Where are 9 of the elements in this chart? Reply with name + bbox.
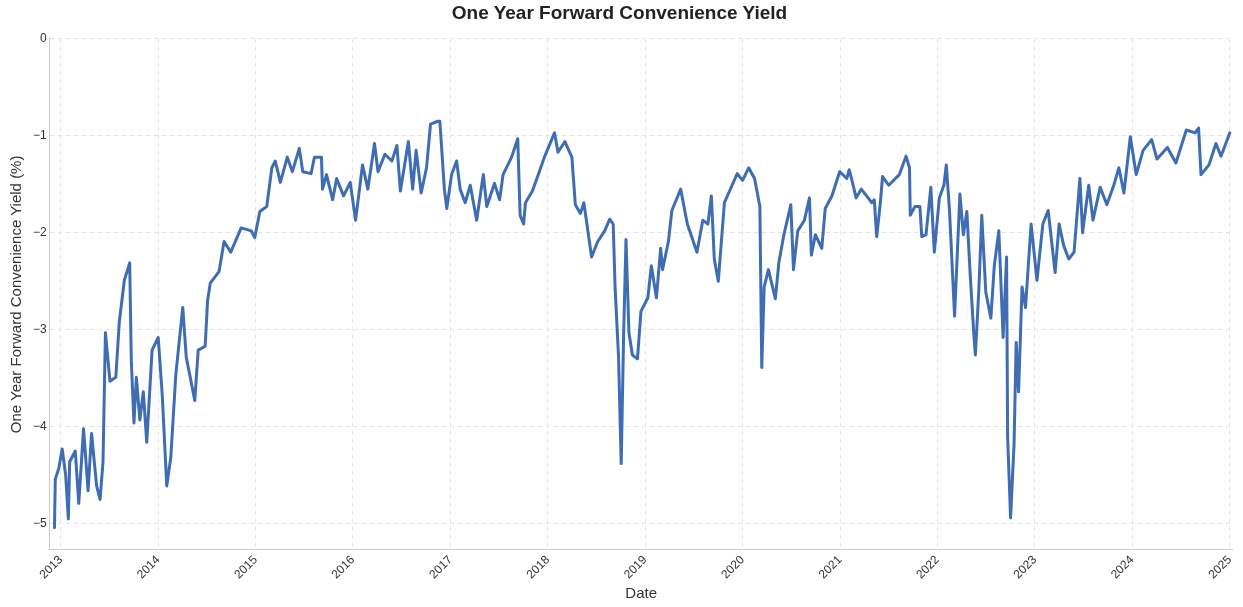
y-tick-label: −5 — [32, 516, 47, 531]
y-tick-label: −2 — [32, 225, 47, 240]
chart-title: One Year Forward Convenience Yield — [451, 1, 788, 23]
y-tick-label: 0 — [39, 31, 47, 46]
y-tick-label: −4 — [32, 419, 47, 434]
y-tick-label: −3 — [32, 322, 47, 337]
x-axis-title: Date — [625, 584, 658, 602]
y-tick-label: −1 — [32, 128, 47, 143]
y-axis-title: One Year Forward Convenience Yield (%) — [7, 155, 25, 434]
